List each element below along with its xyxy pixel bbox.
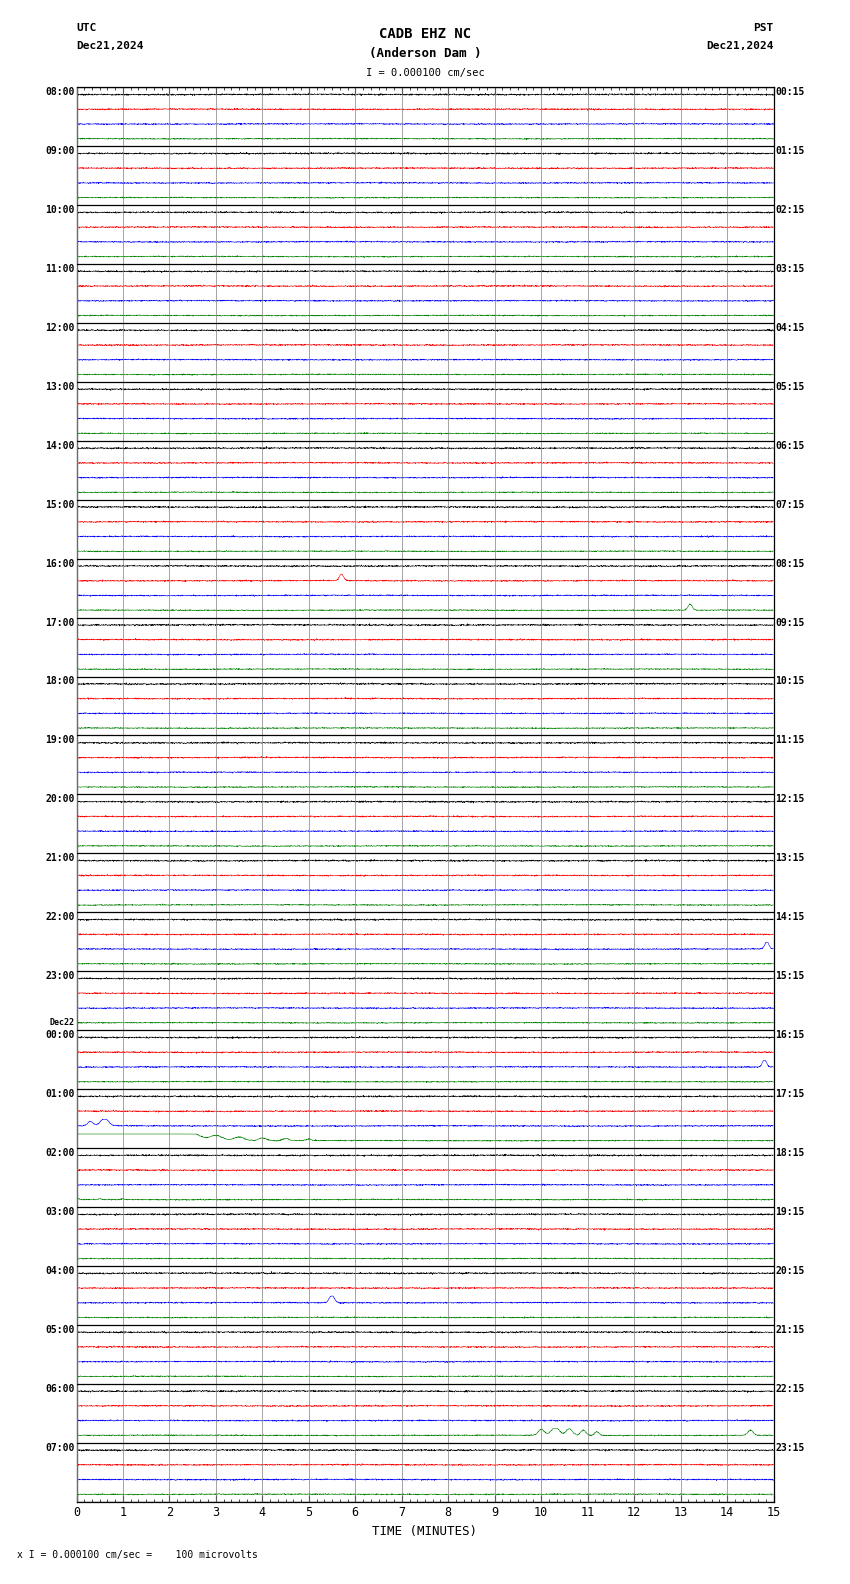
Text: 01:00: 01:00 xyxy=(45,1090,75,1099)
Text: 14:15: 14:15 xyxy=(775,912,805,922)
Text: 02:00: 02:00 xyxy=(45,1148,75,1158)
Text: 22:15: 22:15 xyxy=(775,1384,805,1394)
Text: Dec21,2024: Dec21,2024 xyxy=(76,41,144,51)
Text: 15:00: 15:00 xyxy=(45,499,75,510)
Text: 19:15: 19:15 xyxy=(775,1207,805,1217)
Text: 16:00: 16:00 xyxy=(45,559,75,569)
Text: 04:00: 04:00 xyxy=(45,1266,75,1275)
Text: 10:15: 10:15 xyxy=(775,676,805,686)
Text: 11:15: 11:15 xyxy=(775,735,805,746)
Text: 09:15: 09:15 xyxy=(775,618,805,627)
Text: 04:15: 04:15 xyxy=(775,323,805,333)
Text: 10:00: 10:00 xyxy=(45,204,75,215)
Text: I = 0.000100 cm/sec: I = 0.000100 cm/sec xyxy=(366,68,484,78)
X-axis label: TIME (MINUTES): TIME (MINUTES) xyxy=(372,1525,478,1538)
Text: 16:15: 16:15 xyxy=(775,1030,805,1041)
Text: 07:00: 07:00 xyxy=(45,1443,75,1453)
Text: 08:00: 08:00 xyxy=(45,87,75,97)
Text: 18:00: 18:00 xyxy=(45,676,75,686)
Text: CADB EHZ NC: CADB EHZ NC xyxy=(379,27,471,41)
Text: 07:15: 07:15 xyxy=(775,499,805,510)
Text: 17:00: 17:00 xyxy=(45,618,75,627)
Text: 06:00: 06:00 xyxy=(45,1384,75,1394)
Text: 23:15: 23:15 xyxy=(775,1443,805,1453)
Text: 20:15: 20:15 xyxy=(775,1266,805,1275)
Text: 12:00: 12:00 xyxy=(45,323,75,333)
Text: 09:00: 09:00 xyxy=(45,146,75,157)
Text: 05:00: 05:00 xyxy=(45,1324,75,1335)
Text: 20:00: 20:00 xyxy=(45,794,75,805)
Text: 13:00: 13:00 xyxy=(45,382,75,391)
Text: UTC: UTC xyxy=(76,24,97,33)
Text: PST: PST xyxy=(753,24,774,33)
Text: 23:00: 23:00 xyxy=(45,971,75,980)
Text: Dec21,2024: Dec21,2024 xyxy=(706,41,774,51)
Text: 15:15: 15:15 xyxy=(775,971,805,980)
Text: 00:00: 00:00 xyxy=(45,1030,75,1041)
Text: Dec22: Dec22 xyxy=(49,1019,75,1028)
Text: 08:15: 08:15 xyxy=(775,559,805,569)
Text: 21:15: 21:15 xyxy=(775,1324,805,1335)
Text: 14:00: 14:00 xyxy=(45,440,75,451)
Text: 01:15: 01:15 xyxy=(775,146,805,157)
Text: x I = 0.000100 cm/sec =    100 microvolts: x I = 0.000100 cm/sec = 100 microvolts xyxy=(17,1551,258,1560)
Text: 17:15: 17:15 xyxy=(775,1090,805,1099)
Text: 00:15: 00:15 xyxy=(775,87,805,97)
Text: 05:15: 05:15 xyxy=(775,382,805,391)
Text: (Anderson Dam ): (Anderson Dam ) xyxy=(369,48,481,60)
Text: 21:00: 21:00 xyxy=(45,854,75,863)
Text: 03:00: 03:00 xyxy=(45,1207,75,1217)
Text: 02:15: 02:15 xyxy=(775,204,805,215)
Text: 22:00: 22:00 xyxy=(45,912,75,922)
Text: 06:15: 06:15 xyxy=(775,440,805,451)
Text: 03:15: 03:15 xyxy=(775,265,805,274)
Text: 19:00: 19:00 xyxy=(45,735,75,746)
Text: 12:15: 12:15 xyxy=(775,794,805,805)
Text: 18:15: 18:15 xyxy=(775,1148,805,1158)
Text: 13:15: 13:15 xyxy=(775,854,805,863)
Text: 11:00: 11:00 xyxy=(45,265,75,274)
